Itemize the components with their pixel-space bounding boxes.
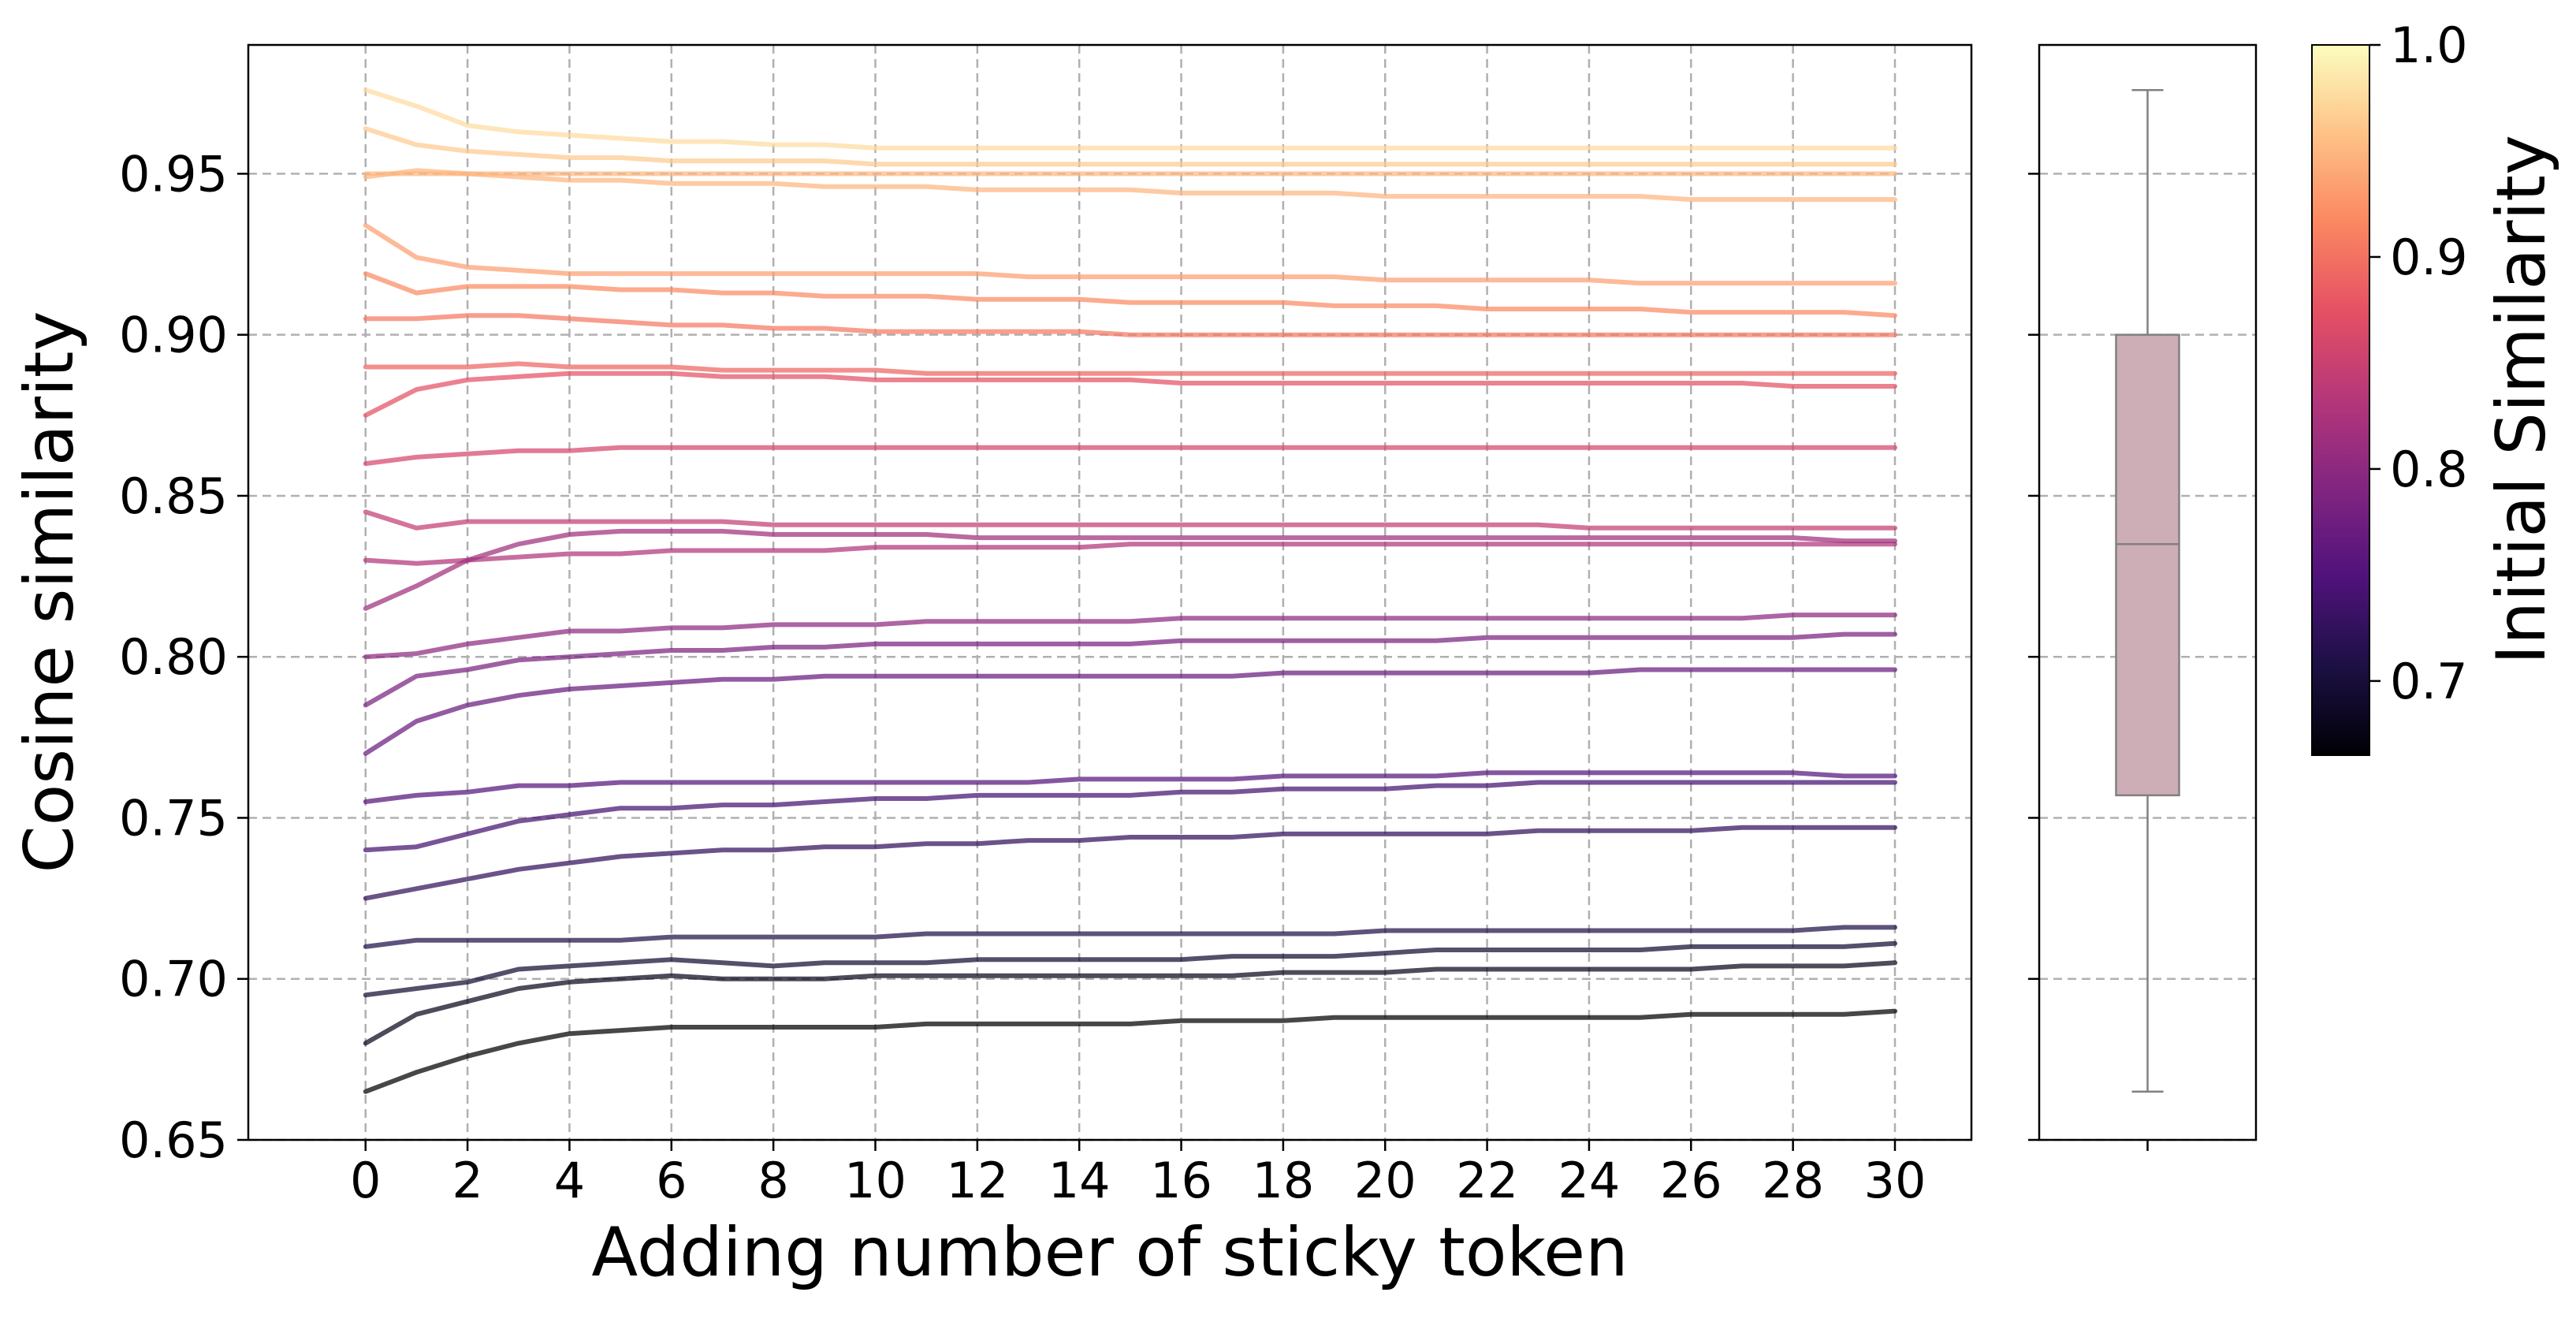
series-line-18 [363,825,1897,901]
series-line-0 [363,88,1897,151]
y-tick-label: 0.85 [119,467,228,525]
series-line-9 [363,445,1897,467]
box-plot [2115,88,2180,1093]
series-line-4 [363,222,1897,286]
series-line-11 [363,542,1897,566]
box-plot-panel [2028,43,2258,1151]
y-axis-label: Cosine similarity [10,311,89,873]
x-tick-label: 28 [1762,1152,1824,1209]
y-tick-label: 0.75 [119,789,228,847]
x-ticks: 0 2 4 6 8 10 12 14 16 18 20 22 24 26 28 30 [350,1140,1926,1209]
series-line-15 [363,667,1897,756]
colorbar: 0.7 0.8 0.9 1.0 Initial Similarity [2311,17,2561,756]
x-axis-label: Adding number of sticky token [591,1213,1628,1292]
x-tick-label: 8 [758,1152,788,1209]
series-line-19 [363,925,1897,949]
series-line-22 [363,1008,1897,1094]
colorbar-tick-label: 0.7 [2390,653,2468,710]
x-tick-label: 14 [1048,1152,1111,1209]
y-tick-label: 0.90 [119,307,228,364]
main-plot-frame [247,43,1973,1141]
line-plot-panel: 0 2 4 6 8 10 12 14 16 18 20 22 24 26 28 30 0.650.700.75… [10,43,1973,1292]
x-tick-label: 6 [656,1152,687,1209]
series-line-10 [363,509,1897,531]
series-line-20 [363,940,1897,998]
colorbar-tick-label: 1.0 [2390,17,2468,74]
x-tick-label: 0 [350,1152,381,1209]
x-tick-label: 2 [452,1152,482,1209]
x-tick-label: 22 [1456,1152,1518,1209]
colorbar-tick-label: 0.9 [2390,229,2468,286]
x-tick-label: 10 [844,1152,906,1209]
y-tick-label: 0.70 [119,951,228,1008]
x-tick-label: 16 [1150,1152,1212,1209]
x-tick-label: 4 [554,1152,585,1209]
series-line-6 [363,313,1897,337]
x-tick-label: 20 [1354,1152,1416,1209]
colorbar-ticks: 0.7 0.8 0.9 1.0 [2369,17,2468,710]
colorbar-gradient [2312,45,2369,755]
series-line-7 [363,361,1897,376]
x-tick-label: 18 [1252,1152,1314,1209]
x-tick-label: 26 [1660,1152,1722,1209]
series-line-17 [363,780,1897,853]
x-tick-label: 12 [946,1152,1008,1209]
y-tick-label: 0.65 [119,1112,228,1169]
series-line-16 [363,770,1897,804]
series-line-12 [363,528,1897,611]
series-line-5 [363,271,1897,318]
colorbar-frame [2311,44,2370,756]
y-ticks: 0.65 0.70 0.75 0.80 0.85 0.90 0.95 [119,145,248,1169]
colorbar-tick-label: 0.8 [2390,441,2468,498]
x-tick-label: 30 [1864,1152,1926,1209]
series-line-3 [363,168,1897,203]
similarity-lines [363,88,1897,1094]
y-tick-label: 0.80 [119,628,228,686]
y-tick-label: 0.95 [119,145,228,203]
series-line-1 [363,126,1897,167]
box-iqr [2115,333,2180,797]
series-line-14 [363,631,1897,708]
series-line-21 [363,960,1897,1046]
series-line-8 [363,371,1897,418]
x-tick-label: 24 [1558,1152,1620,1209]
box-ticks [2028,173,2149,1151]
colorbar-label: Initial Similarity [2482,135,2561,665]
series-line-13 [363,613,1897,660]
